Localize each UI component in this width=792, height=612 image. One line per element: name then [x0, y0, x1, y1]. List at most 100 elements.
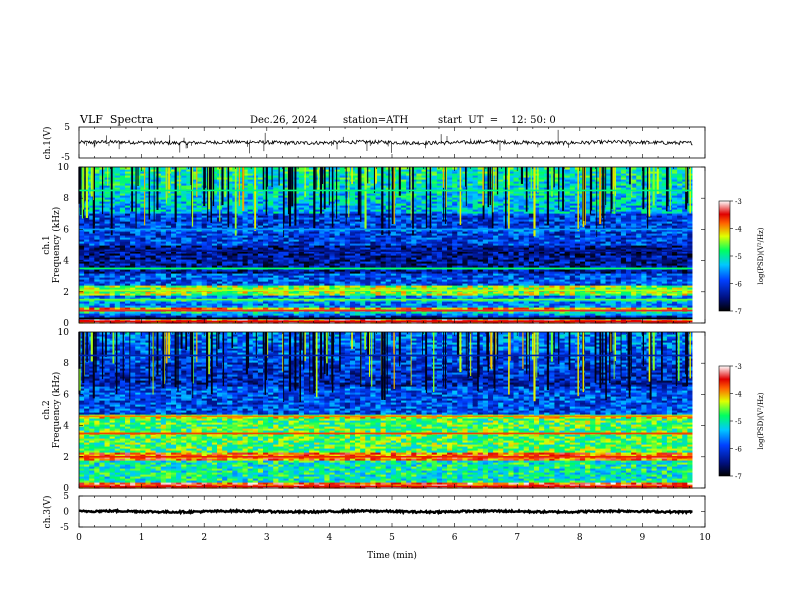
spectrogram-cell: [160, 259, 167, 262]
spectrogram-cell: [109, 265, 116, 268]
spectrogram-cell: [319, 307, 325, 310]
spectrogram-cell: [211, 181, 218, 184]
spectrogram-cell: [232, 303, 239, 306]
spectrogram-cell: [181, 223, 187, 226]
spectrogram-cell: [94, 247, 101, 250]
spectrogram-cell: [257, 207, 264, 210]
spectrogram-cell: [211, 277, 218, 280]
spectrogram-cell: [206, 283, 213, 286]
spectrogram-cell: [283, 295, 290, 298]
spectrogram-cell: [196, 313, 203, 316]
spectrogram-cell: [324, 255, 331, 258]
spectrogram-cell: [237, 263, 244, 266]
spectrogram-cell: [201, 311, 208, 314]
spectrogram-cell: [176, 307, 182, 310]
spectrogram-cell: [329, 239, 336, 242]
spectrogram-cell: [273, 251, 279, 254]
spectrogram-cell: [206, 213, 213, 216]
spectrogram-cell: [319, 231, 325, 234]
spectrogram-cell: [303, 305, 310, 308]
spectrogram-cell: [268, 233, 274, 236]
spectrogram-cell: [191, 213, 198, 216]
spectrogram-cell: [186, 301, 193, 304]
spectrogram-cell: [206, 291, 213, 294]
spectrogram-cell: [140, 205, 147, 208]
spectrogram-cell: [242, 167, 249, 170]
spectrogram-cell: [176, 171, 182, 174]
spectrogram-cell: [334, 211, 341, 214]
spectrogram-cell: [176, 321, 182, 324]
spectrogram-cell: [135, 321, 141, 324]
spectrogram-cell: [125, 241, 131, 244]
spectrogram-cell: [109, 305, 116, 308]
spectrogram-cell: [252, 285, 259, 288]
spectrogram-cell: [222, 241, 228, 244]
spectrogram-cell: [171, 283, 177, 286]
spectrogram-cell: [119, 287, 126, 290]
spectrogram-cell: [165, 295, 172, 298]
spectrogram-cell: [293, 221, 300, 224]
spectrogram-cell: [109, 287, 116, 290]
spectrogram-cell: [150, 283, 157, 286]
spectrogram-cell: [196, 231, 203, 234]
spectrogram-cell: [303, 239, 310, 242]
spectrogram-cell: [303, 187, 310, 190]
spectrogram-cell: [273, 303, 279, 306]
spectrogram-cell: [165, 281, 172, 284]
spectrogram-cell: [176, 169, 182, 172]
spectrogram-cell: [298, 169, 305, 172]
spectrogram-cell: [298, 247, 305, 250]
spectrogram-cell: [211, 247, 218, 250]
spectrogram-cell: [329, 259, 336, 262]
spectrogram-cell: [232, 243, 239, 246]
spectrogram-cell: [257, 291, 264, 294]
spectrogram-cell: [201, 261, 208, 264]
spectrogram-cell: [273, 305, 279, 308]
spectrogram-cell: [99, 321, 106, 324]
spectrogram-cell: [257, 213, 264, 216]
spectrogram-cell: [329, 269, 336, 272]
spectrogram-cell: [237, 169, 244, 172]
spectrogram-cell: [160, 193, 167, 196]
spectrogram-cell: [135, 305, 141, 308]
spectrogram-cell: [237, 279, 244, 282]
spectrogram-cell: [324, 199, 331, 202]
spectrogram-cell: [324, 213, 331, 216]
spectrogram-cell: [319, 245, 325, 248]
spectrogram-cell: [150, 179, 157, 182]
spectrogram-cell: [119, 221, 126, 224]
spectrogram-cell: [339, 261, 346, 264]
spectrogram-cell: [84, 235, 90, 238]
spectrogram-cell: [252, 315, 259, 318]
spectrogram-cell: [283, 275, 290, 278]
spectrogram-cell: [303, 197, 310, 200]
spectrogram-cell: [319, 251, 325, 254]
spectrogram-cell: [237, 207, 244, 210]
spectrogram-cell: [334, 321, 341, 324]
spectrogram-cell: [257, 263, 264, 266]
spectrogram-cell: [314, 169, 320, 172]
spectrogram-cell: [222, 279, 228, 282]
spectrogram-cell: [84, 249, 90, 252]
spectrogram-cell: [339, 171, 346, 174]
spectrogram-cell: [125, 237, 131, 240]
spectrogram-cell: [303, 231, 310, 234]
spectrogram-cell: [293, 181, 300, 184]
spectrogram-cell: [314, 273, 320, 276]
spectrogram-cell: [155, 171, 162, 174]
spectrogram-cell: [263, 297, 269, 300]
spectrogram-cell: [181, 293, 187, 296]
spectrogram-cell: [145, 209, 152, 212]
spectrogram-cell: [344, 311, 351, 314]
spectrogram-cell: [334, 195, 341, 198]
spectrogram-cell: [273, 185, 279, 188]
spectrogram-cell: [242, 253, 249, 256]
spectrogram-cell: [242, 179, 249, 182]
spectrogram-cell: [99, 313, 106, 316]
spectrogram-cell: [191, 179, 198, 182]
spectrogram-cell: [160, 301, 167, 304]
spectrogram-cell: [94, 295, 101, 298]
spectrogram-cell: [160, 255, 167, 258]
spectrogram-cell: [196, 283, 203, 286]
spectrogram-cell: [329, 307, 336, 310]
